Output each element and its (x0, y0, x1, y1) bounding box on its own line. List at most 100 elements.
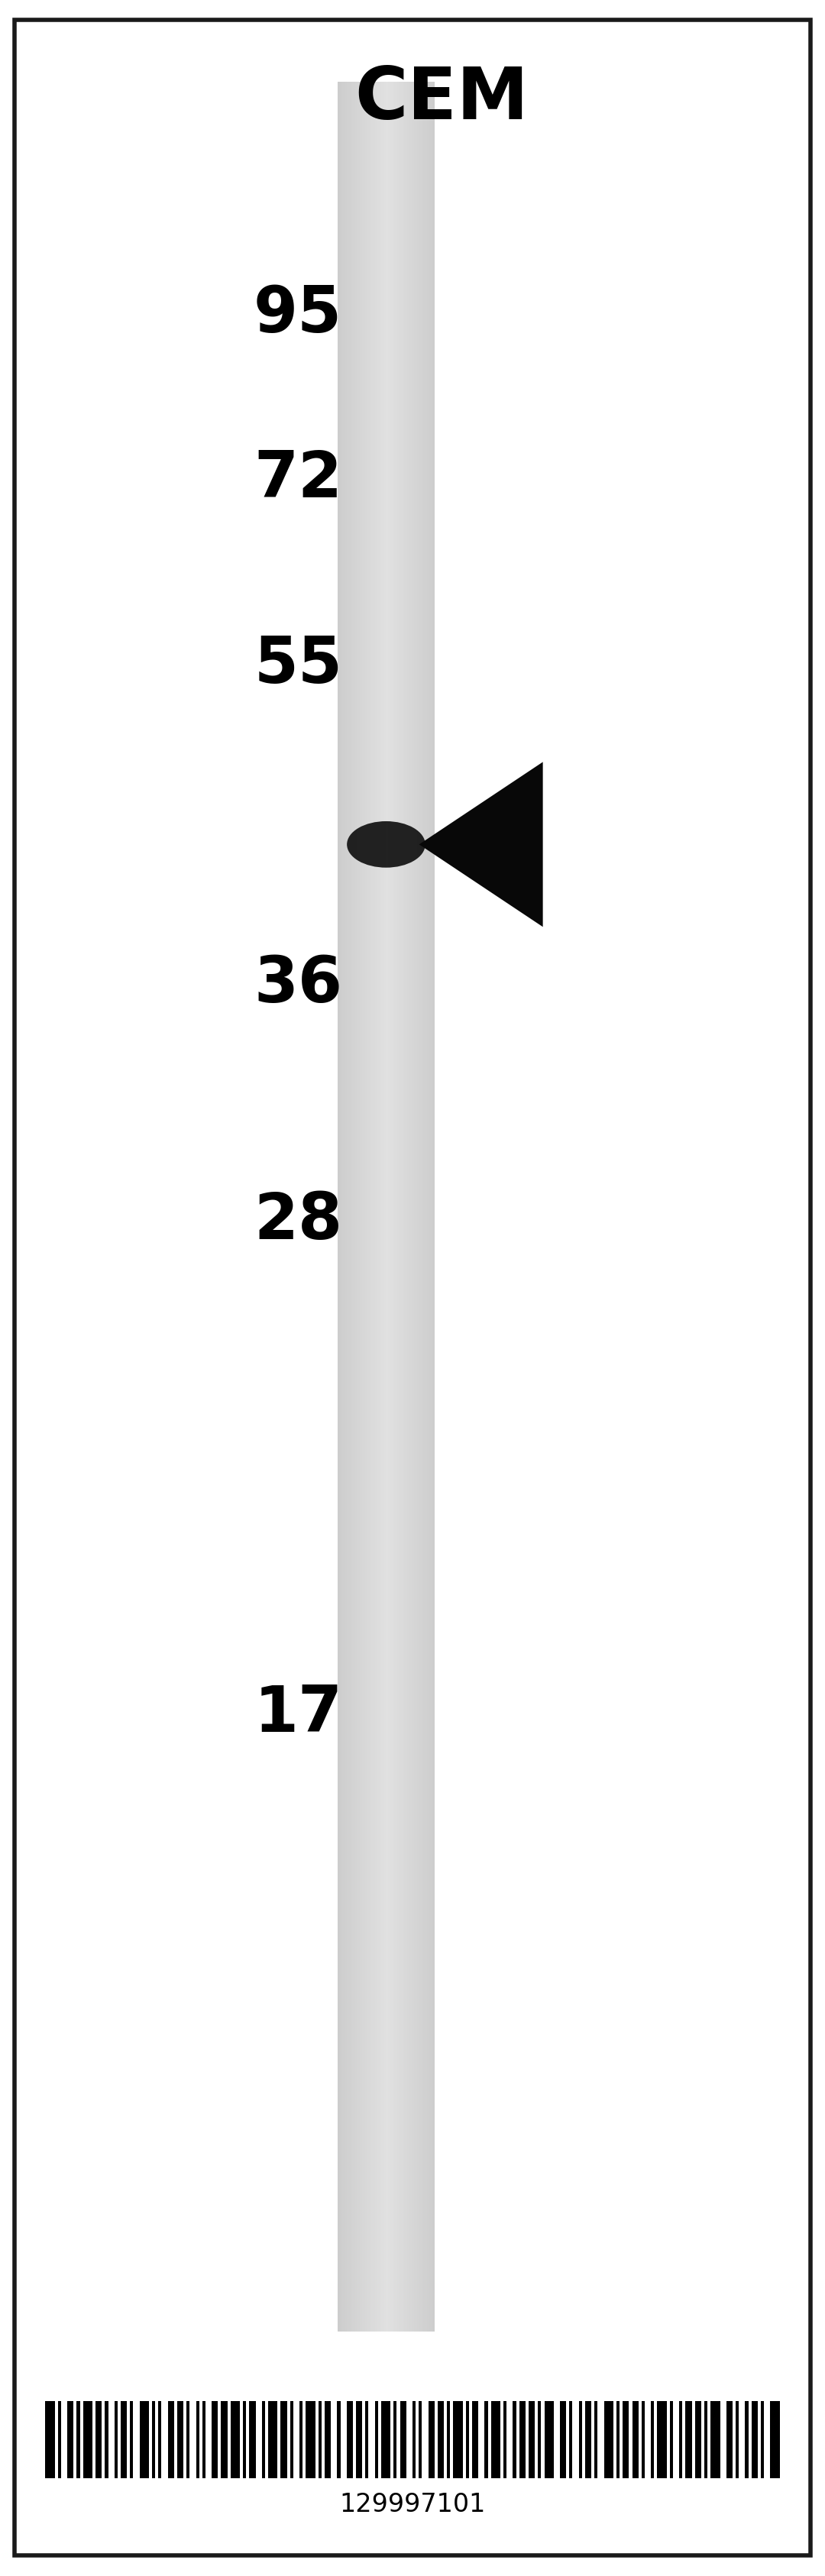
Bar (422, 82, 423, 2331)
Bar (45, 2401, 54, 2478)
Bar (472, 2401, 478, 2478)
Bar (351, 82, 352, 2331)
Bar (83, 2401, 92, 2478)
Bar (130, 2401, 133, 2478)
Bar (243, 2401, 246, 2478)
Bar (337, 2401, 341, 2478)
Bar (365, 2401, 369, 2478)
Bar (484, 2401, 488, 2478)
Bar (380, 82, 381, 2331)
Bar (437, 2401, 444, 2478)
Bar (381, 82, 383, 2331)
Text: 55: 55 (254, 634, 342, 696)
Polygon shape (419, 762, 543, 927)
Bar (423, 82, 425, 2331)
Bar (409, 82, 411, 2331)
Bar (585, 2401, 592, 2478)
Bar (378, 82, 380, 2331)
Bar (262, 2401, 265, 2478)
Bar (491, 2401, 500, 2478)
Bar (280, 2401, 287, 2478)
Bar (394, 2401, 397, 2478)
Bar (447, 2401, 450, 2478)
Bar (105, 2401, 108, 2478)
Bar (420, 82, 422, 2331)
Bar (339, 82, 341, 2331)
Bar (306, 2401, 315, 2478)
Bar (388, 82, 389, 2331)
Bar (433, 82, 435, 2331)
Bar (705, 2401, 708, 2478)
Bar (428, 2401, 435, 2478)
Bar (642, 2401, 644, 2478)
Bar (268, 2401, 277, 2478)
Bar (466, 2401, 469, 2478)
Bar (341, 82, 342, 2331)
Bar (427, 82, 428, 2331)
Text: 17: 17 (254, 1682, 342, 1744)
Bar (569, 2401, 573, 2478)
Bar (408, 82, 409, 2331)
Bar (370, 82, 371, 2331)
Bar (342, 82, 344, 2331)
Bar (412, 82, 413, 2331)
Bar (366, 82, 368, 2331)
Bar (513, 2401, 516, 2478)
Bar (290, 2401, 293, 2478)
Text: 72: 72 (254, 448, 342, 510)
Bar (365, 82, 366, 2331)
Text: CEM: CEM (355, 64, 528, 134)
Bar (359, 82, 361, 2331)
Ellipse shape (347, 822, 426, 868)
Bar (415, 82, 417, 2331)
Bar (357, 82, 359, 2331)
Bar (399, 82, 401, 2331)
Bar (361, 82, 363, 2331)
Bar (616, 2401, 620, 2478)
Bar (375, 82, 376, 2331)
Bar (361, 82, 362, 2331)
Bar (167, 2401, 174, 2478)
Bar (623, 2401, 629, 2478)
Bar (411, 82, 412, 2331)
Bar (58, 2401, 61, 2478)
Bar (202, 2401, 205, 2478)
Bar (325, 2401, 331, 2478)
Bar (393, 82, 394, 2331)
Bar (651, 2401, 654, 2478)
Bar (604, 2401, 613, 2478)
Bar (356, 82, 357, 2331)
Bar (346, 82, 347, 2331)
Bar (337, 82, 339, 2331)
Bar (398, 82, 399, 2331)
Bar (375, 2401, 378, 2478)
Text: 28: 28 (254, 1190, 342, 1252)
Bar (384, 82, 386, 2331)
Bar (346, 2401, 353, 2478)
Bar (299, 2401, 303, 2478)
Bar (349, 82, 351, 2331)
Bar (430, 82, 431, 2331)
Bar (363, 82, 365, 2331)
Bar (196, 2401, 199, 2478)
Bar (431, 82, 433, 2331)
Bar (595, 2401, 597, 2478)
Bar (356, 2401, 362, 2478)
Bar (412, 2401, 416, 2478)
Bar (632, 2401, 639, 2478)
Bar (96, 2401, 101, 2478)
Bar (221, 2401, 228, 2478)
Bar (752, 2401, 757, 2478)
Bar (736, 2401, 739, 2478)
Bar (68, 2401, 73, 2478)
Bar (371, 82, 373, 2331)
Bar (352, 82, 354, 2331)
Bar (710, 2401, 720, 2478)
Bar (560, 2401, 566, 2478)
Bar (373, 82, 375, 2331)
Bar (77, 2401, 80, 2478)
Bar (404, 82, 406, 2331)
Bar (318, 2401, 322, 2478)
Bar (186, 2401, 190, 2478)
Bar (177, 2401, 183, 2478)
